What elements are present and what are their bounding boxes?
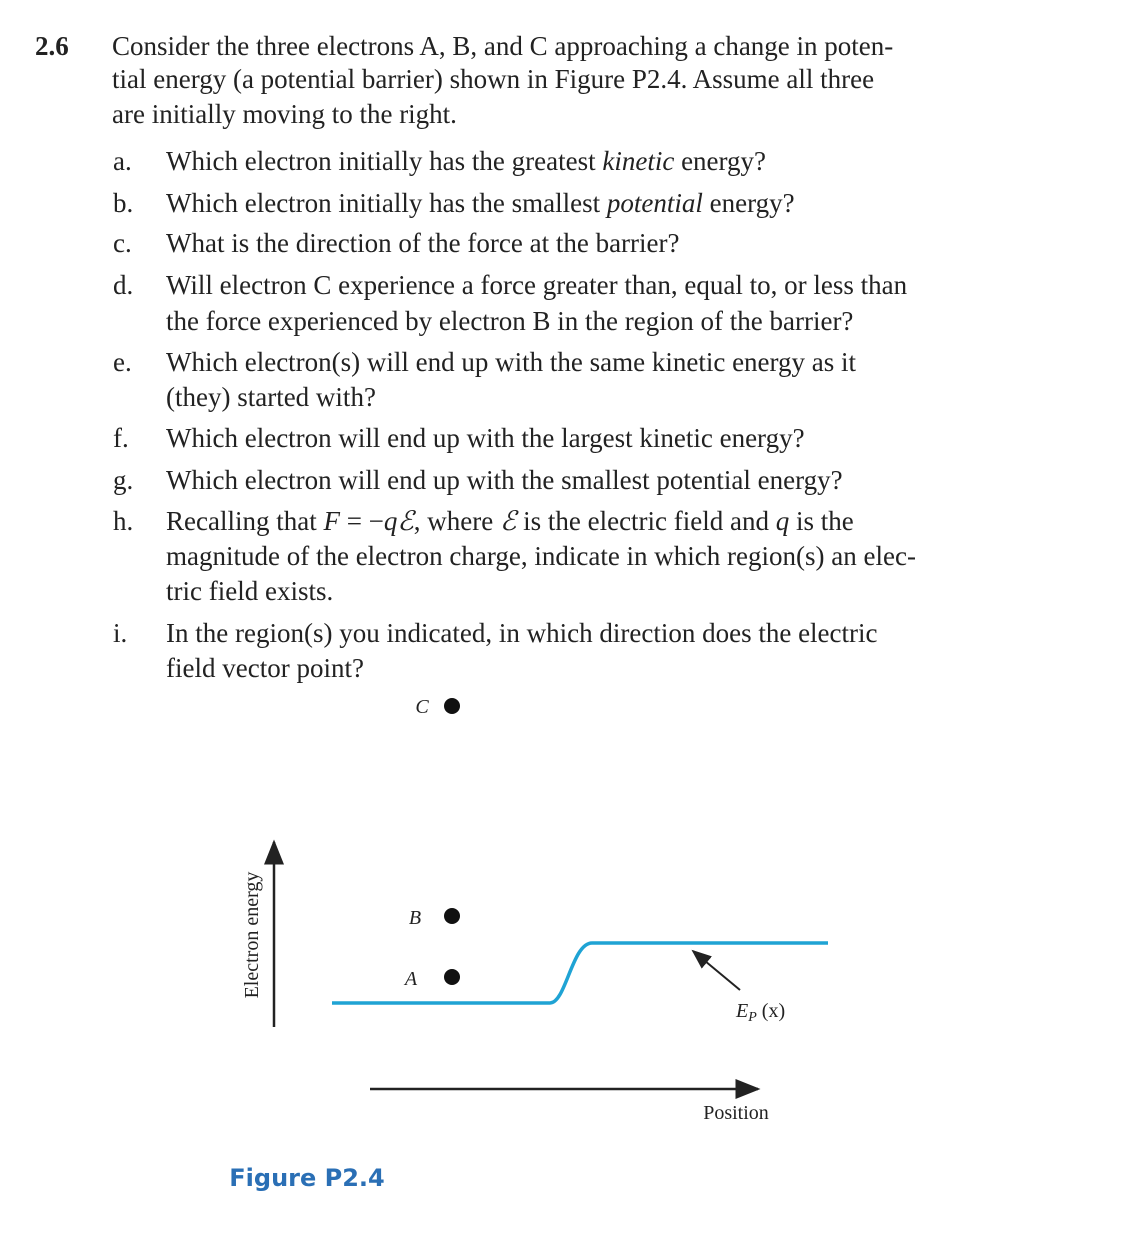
electron-dot: [444, 908, 460, 924]
electron-dot: [444, 698, 460, 714]
question-label: i.: [113, 618, 127, 648]
question: b. Which electron initially has the small…: [113, 188, 795, 218]
question: e. Which electron(s) will end up with the…: [113, 347, 857, 412]
curve-label: EP (x): [735, 1000, 785, 1025]
text-line: Which electron initially has the greates…: [166, 146, 766, 176]
text-segment: Which electron initially has the smalles…: [166, 188, 607, 218]
text-segment: field vector point?: [166, 653, 364, 683]
question: a. Which electron initially has the great…: [113, 146, 766, 176]
text-segment: , where: [414, 506, 500, 536]
figure-caption: Figure P2.4: [229, 1164, 384, 1192]
text-line: field vector point?: [166, 653, 364, 683]
label-pointer: [691, 949, 741, 991]
curve-label-rest: (x): [757, 1000, 785, 1022]
question: h. Recalling that F = −qℰ, where ℰ is the…: [113, 506, 916, 606]
question-label: f.: [113, 423, 129, 453]
problem-text: Consider the three electrons A, B, and C…: [112, 31, 893, 129]
electron-label: C: [415, 696, 429, 718]
question: c. What is the direction of the force at …: [113, 228, 680, 258]
electron-label: B: [409, 907, 421, 929]
question-label: g.: [113, 465, 133, 495]
text-segment: What is the direction of the force at th…: [166, 228, 680, 258]
text-line: (they) started with?: [166, 382, 376, 412]
text-line: magnitude of the electron charge, indica…: [166, 541, 916, 571]
text-line: the force experienced by electron B in t…: [166, 306, 853, 336]
text-line: Which electron(s) will end up with the s…: [166, 347, 857, 377]
question-label: h.: [113, 506, 133, 536]
text-segment: tial energy (a potential barrier) shown …: [112, 64, 874, 94]
y-axis-label: Electron energy: [241, 872, 263, 999]
text-line: Will electron C experience a force great…: [166, 270, 908, 300]
text-segment: ℰ: [500, 506, 519, 536]
text-segment: is the: [789, 506, 854, 536]
question-label: d.: [113, 270, 133, 300]
text-segment: Which electron(s) will end up with the s…: [166, 347, 857, 377]
text-segment: Which electron will end up with the smal…: [166, 465, 843, 495]
question: g. Which electron will end up with the sm…: [113, 465, 843, 495]
text-segment: magnitude of the electron charge, indica…: [166, 541, 916, 571]
text-line: Which electron will end up with the larg…: [166, 423, 805, 453]
text-line: Consider the three electrons A, B, and C…: [112, 31, 893, 61]
text-line: In the region(s) you indicated, in which…: [166, 618, 878, 648]
problem-number: 2.6: [35, 31, 69, 61]
question: f. Which electron will end up with the la…: [113, 423, 805, 453]
text-segment: q: [776, 506, 790, 536]
text-segment: energy?: [674, 146, 766, 176]
question-list: a. Which electron initially has the great…: [113, 146, 916, 683]
text-segment: the force experienced by electron B in t…: [166, 306, 853, 336]
text-segment: Recalling that: [166, 506, 323, 536]
potential-curve: [332, 941, 828, 1005]
question: i. In the region(s) you indicated, in whi…: [113, 618, 878, 683]
text-segment: kinetic: [602, 146, 674, 176]
text-segment: is the electric field and: [516, 506, 775, 536]
text-line: are initially moving to the right.: [112, 99, 457, 129]
question-label: c.: [113, 228, 132, 258]
text-line: tric field exists.: [166, 576, 333, 606]
question: d. Will electron C experience a force gre…: [113, 270, 908, 336]
text-segment: Consider the three electrons A, B, and C…: [112, 31, 893, 61]
text-segment: (they) started with?: [166, 382, 376, 412]
x-axis-label: Position: [703, 1102, 769, 1124]
text-segment: qℰ: [384, 506, 417, 536]
text-line: Which electron will end up with the smal…: [166, 465, 843, 495]
text-segment: Which electron initially has the greates…: [166, 146, 602, 176]
text-segment: = −: [340, 506, 384, 536]
text-segment: F: [322, 506, 340, 536]
question-label: b.: [113, 188, 133, 218]
text-segment: are initially moving to the right.: [112, 99, 457, 129]
curve-label-sub: P: [747, 1010, 757, 1025]
text-segment: tric field exists.: [166, 576, 333, 606]
text-segment: Will electron C experience a force great…: [166, 270, 908, 300]
text-line: What is the direction of the force at th…: [166, 228, 680, 258]
question-label: e.: [113, 347, 132, 377]
text-line: tial energy (a potential barrier) shown …: [112, 64, 874, 94]
curve-label-main: E: [735, 1000, 748, 1022]
text-segment: In the region(s) you indicated, in which…: [166, 618, 878, 648]
electron-dot: [444, 969, 460, 985]
electron-label: A: [403, 968, 418, 990]
question-label: a.: [113, 146, 132, 176]
text-line: Which electron initially has the smalles…: [166, 188, 795, 218]
text-line: Recalling that F = −qℰ, where ℰ is the e…: [166, 506, 854, 536]
text-segment: energy?: [703, 188, 795, 218]
text-segment: potential: [605, 188, 703, 218]
text-segment: Which electron will end up with the larg…: [166, 423, 805, 453]
figure: Electron energy Position EP (x) C B A Fi…: [229, 696, 828, 1192]
